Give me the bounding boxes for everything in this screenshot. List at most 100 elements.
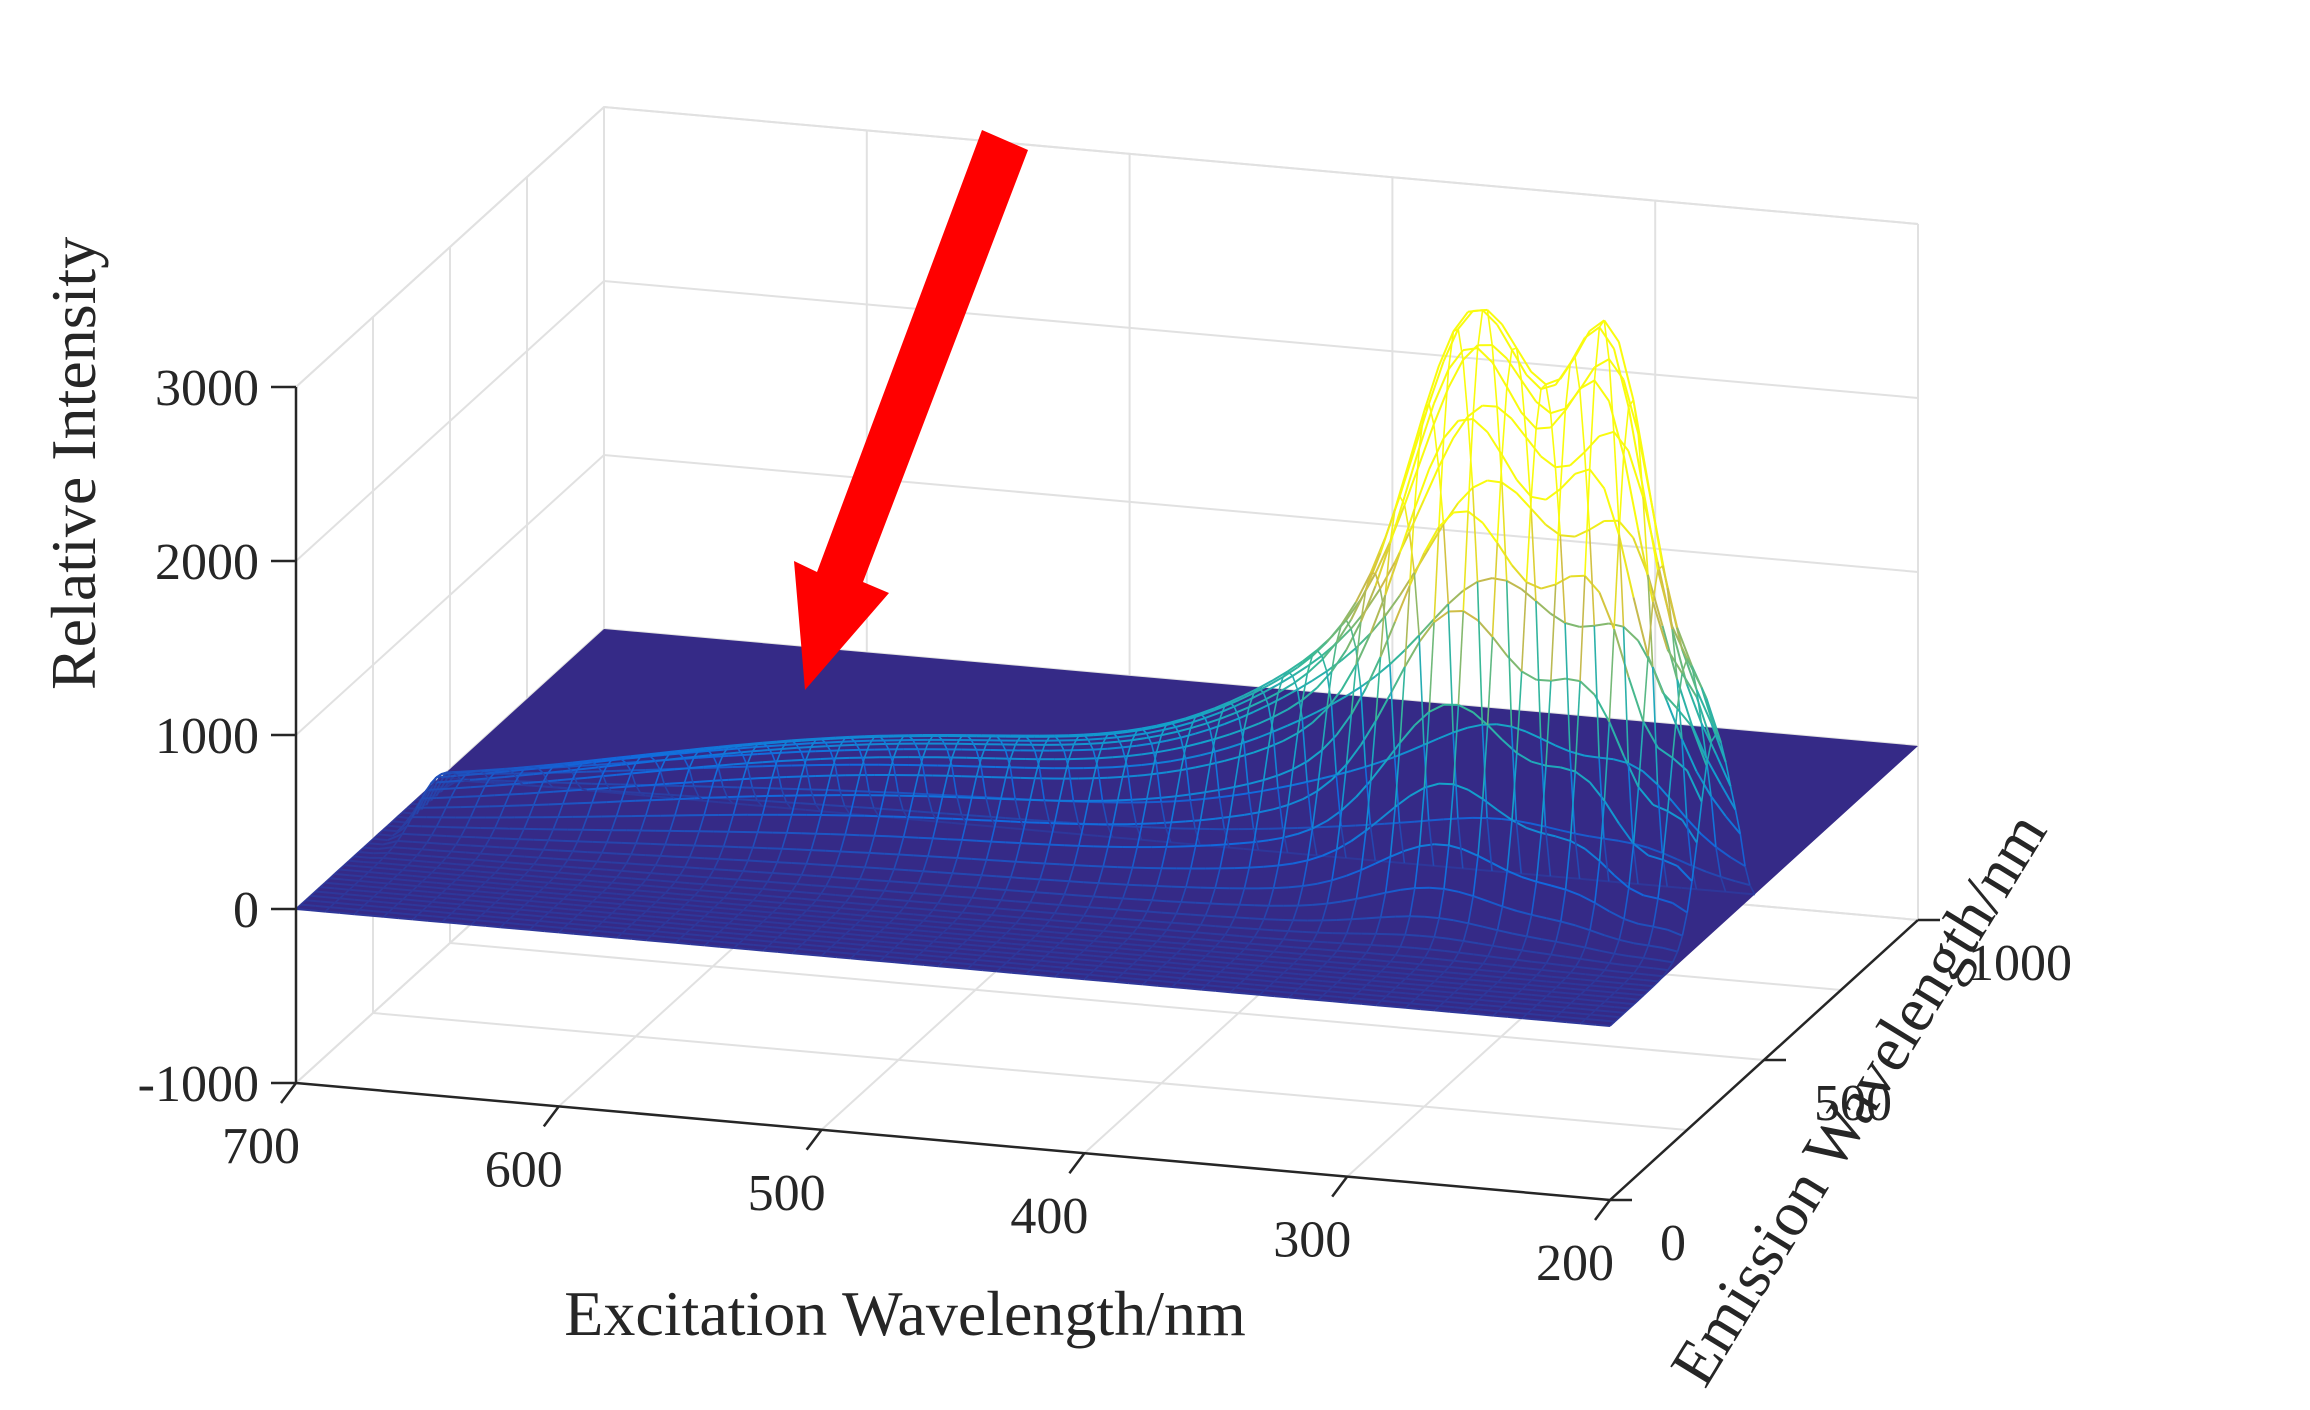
mesh-line [800,802,816,806]
mesh-line [967,938,983,943]
mesh-line [514,868,530,872]
mesh-line [1481,522,1499,544]
mesh-line [957,947,973,951]
mesh-line [1098,882,1114,885]
mesh-line [767,916,783,920]
mesh-line [1540,583,1556,590]
mesh-line [1258,849,1274,853]
mesh-line [680,937,696,941]
mesh-line [1355,869,1362,900]
mesh-line [1472,418,1489,433]
mesh-line [1515,347,1533,373]
mesh-line [889,951,905,955]
mesh-line [1234,941,1250,945]
mesh-line [1045,955,1060,959]
mesh-line [816,875,831,878]
x-axis-label: Excitation Wavelength/nm [564,1278,1246,1349]
mesh-line [1355,572,1372,603]
mesh-line [1487,900,1503,908]
mesh-line [1381,999,1396,1004]
mesh-line [665,798,680,801]
mesh-line [1263,787,1279,792]
mesh-line [1108,970,1124,974]
mesh-line [1254,983,1270,987]
mesh-line [485,896,501,900]
mesh-line [641,929,657,933]
mesh-line [1161,951,1177,955]
mesh-line [859,878,875,882]
mesh-line [1191,953,1206,958]
mesh-line [582,905,589,912]
mesh-line [499,861,506,869]
mesh-line [1263,918,1279,921]
mesh-line [1340,601,1357,626]
mesh-line [1380,966,1387,973]
mesh-line [1292,780,1308,787]
mesh-line [1569,771,1576,841]
mesh-line [879,960,895,964]
mesh-line [1078,894,1094,898]
mesh-line [1219,967,1226,973]
mesh-line [1493,1014,1508,1018]
mesh-line [1186,922,1201,926]
mesh-line [406,803,413,809]
mesh-line [1259,989,1265,996]
mesh-line [747,847,754,861]
mesh-line [1497,929,1513,935]
mesh-line [1322,961,1328,967]
mesh-line [985,841,992,861]
mesh-line [464,817,472,828]
mesh-line [1117,943,1124,949]
mesh-line [1262,692,1270,706]
mesh-line [480,794,495,798]
mesh-line [1551,990,1567,995]
mesh-line [300,899,307,906]
mesh-line [694,938,710,942]
mesh-line [1282,666,1299,678]
mesh-line [1049,820,1064,824]
mesh-line [795,874,803,885]
mesh-line [1614,976,1630,980]
mesh-line [1375,959,1391,963]
mesh-line [523,766,530,771]
mesh-line [967,923,982,927]
mesh-line [597,896,613,900]
mesh-line [1312,970,1319,976]
mesh-line [713,868,729,872]
mesh-line [802,943,817,947]
mesh-line [961,734,967,737]
mesh-line [1113,936,1128,940]
mesh-line [743,892,758,897]
mesh-line [1385,965,1401,970]
mesh-line [1103,930,1119,934]
mesh-line [947,952,954,958]
mesh-line [388,882,403,886]
mesh-line [1590,984,1605,988]
mesh-line [1322,980,1338,984]
mesh-line [373,895,389,899]
mesh-line [382,829,398,833]
mesh-line [1152,945,1167,949]
mesh-line [751,743,759,752]
mesh-line [426,901,433,907]
mesh-line [325,910,340,914]
mesh-line [894,946,910,951]
mesh-line [704,883,719,887]
mesh-line [567,762,583,767]
mesh-line [553,902,560,909]
mesh-line [533,765,539,770]
mesh-line [830,833,846,836]
mesh-line [801,928,817,933]
mesh-line [1686,770,1703,803]
mesh-line [484,784,500,788]
mesh-line [1501,323,1518,349]
mesh-line [689,882,705,886]
mesh-line [1569,356,1576,364]
mesh-line [1268,740,1284,749]
mesh-line [1103,946,1119,950]
mesh-line [1244,978,1260,982]
mesh-line [688,756,695,769]
mesh-line [1628,972,1635,980]
mesh-line [1618,918,1625,940]
mesh-line [923,963,939,968]
